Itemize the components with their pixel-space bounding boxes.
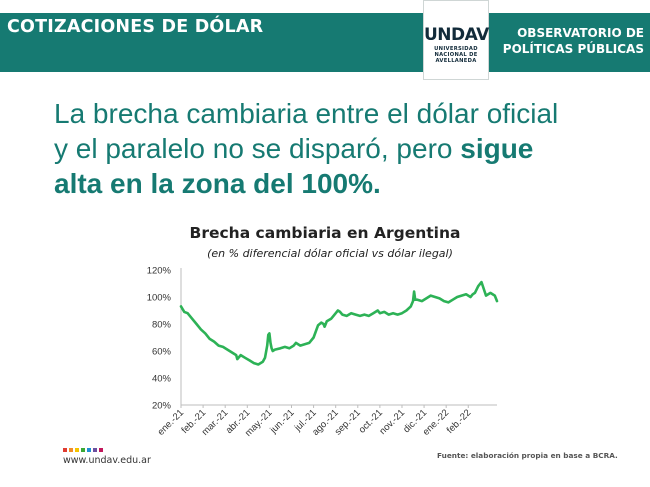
y-tick-label: 100% (147, 293, 172, 304)
headline-line-2-bold: sigue (460, 133, 534, 164)
chart-subtitle: (en % diferencial dólar oficial vs dólar… (207, 247, 453, 260)
x-tick-label: feb.-22 (445, 407, 474, 436)
y-tick-label: 80% (152, 320, 172, 331)
undav-logo: UNDAV UNIVERSIDAD NACIONAL DE AVELLANEDA (423, 0, 489, 80)
chart-title: Brecha cambiaria en Argentina (189, 224, 461, 242)
header-bar (0, 13, 650, 72)
y-tick-label: 60% (152, 347, 172, 358)
logo-mark: UNDAV (424, 25, 489, 45)
observatory-line-1: OBSERVATORIO DE (517, 26, 644, 40)
color-dot (99, 448, 103, 452)
x-tick-label: nov.-21 (377, 407, 407, 437)
logo-sub-line-2: NACIONAL DE (434, 52, 478, 59)
headline-line-2-regular: y el paralelo no se disparó, pero (54, 133, 461, 164)
headline-line-3: alta en la zona del 100%. (54, 168, 381, 199)
y-tick-label: 120% (147, 266, 172, 277)
logo-subtitle: UNIVERSIDAD NACIONAL DE AVELLANEDA (424, 46, 488, 65)
color-dot (81, 448, 85, 452)
website-link[interactable]: www.undav.edu.ar (63, 455, 151, 466)
y-tick-label: 20% (152, 401, 172, 412)
observatory-label: OBSERVATORIO DE POLÍTICAS PÚBLICAS (494, 25, 644, 57)
series-line-brecha (179, 280, 499, 366)
headline: La brecha cambiaria entre el dólar ofici… (54, 96, 644, 201)
x-tick-label: ene.-21 (156, 407, 187, 438)
headline-line-2: y el paralelo no se disparó, pero sigue (54, 131, 644, 166)
color-dot (93, 448, 97, 452)
color-dot (87, 448, 91, 452)
logo-sub-line-1: UNIVERSIDAD (434, 46, 478, 52)
y-tick-label: 40% (152, 374, 172, 385)
headline-line-1: La brecha cambiaria entre el dólar ofici… (54, 98, 559, 129)
logo-sub-line-3: AVELLANEDA (435, 58, 477, 65)
color-dot (75, 448, 79, 452)
x-tick-label: jun.-21 (268, 407, 297, 436)
color-dot (63, 448, 67, 452)
source-note: Fuente: elaboración propia en base a BCR… (437, 451, 618, 460)
observatory-line-2: POLÍTICAS PÚBLICAS (502, 42, 644, 56)
color-dot (69, 448, 73, 452)
page-title: COTIZACIONES DE DÓLAR (7, 17, 264, 37)
